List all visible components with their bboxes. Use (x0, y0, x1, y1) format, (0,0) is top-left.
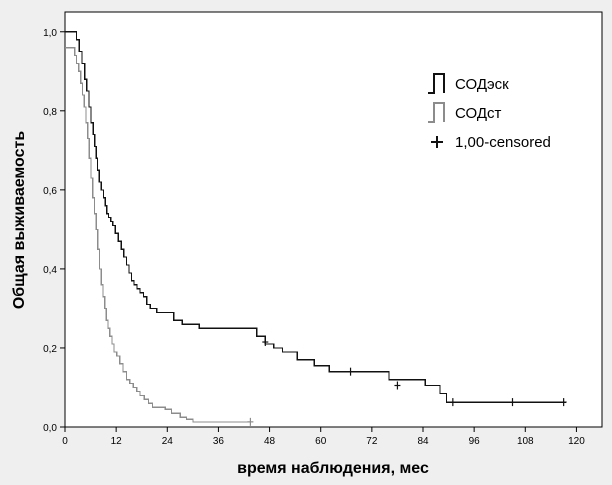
x-tick-label: 72 (366, 436, 378, 447)
censored-mark (509, 398, 516, 407)
x-tick-label: 48 (264, 436, 276, 447)
legend-label: 1,00-censored (455, 134, 551, 151)
legend-step-symbol (428, 73, 445, 94)
legend-label: СОДэск (455, 76, 509, 93)
axis-ticks: 0 12 24 36 48 60 72 84 96 108 120 0,0 0,2 0,4 0,6 0,8 1,… (43, 28, 585, 447)
censored-mark (262, 338, 269, 347)
censored-mark (449, 398, 456, 407)
series-line-1 (65, 31, 566, 403)
y-tick-label: 0,2 (43, 344, 57, 355)
series-line-2 (65, 46, 251, 423)
y-tick-label: 0,0 (43, 423, 57, 434)
x-tick-label: 84 (417, 436, 429, 447)
x-tick-label: 12 (111, 436, 123, 447)
x-tick-label: 0 (62, 436, 68, 447)
plot-area (64, 11, 603, 428)
y-axis-title: Общая выживаемость (11, 131, 28, 310)
censored-mark (560, 398, 567, 407)
censored-mark (247, 417, 254, 426)
x-tick-label: 24 (162, 436, 174, 447)
legend: СОДэск СОДст 1,00-censored (428, 73, 551, 151)
series-layer (65, 31, 567, 426)
x-tick-label: 36 (213, 436, 225, 447)
x-tick-label: 96 (469, 436, 481, 447)
censored-mark (347, 367, 354, 376)
x-tick-label: 108 (517, 436, 534, 447)
x-tick-label: 120 (568, 436, 585, 447)
legend-step-symbol (428, 102, 445, 123)
y-tick-label: 0,4 (43, 265, 57, 276)
y-tick-label: 0,6 (43, 186, 57, 197)
y-tick-label: 0,8 (43, 107, 57, 118)
legend-label: СОДст (455, 105, 501, 122)
x-tick-label: 60 (315, 436, 327, 447)
y-tick-label: 1,0 (43, 28, 57, 39)
x-axis-title: время наблюдения, мес (237, 460, 429, 477)
censored-mark (394, 381, 401, 390)
